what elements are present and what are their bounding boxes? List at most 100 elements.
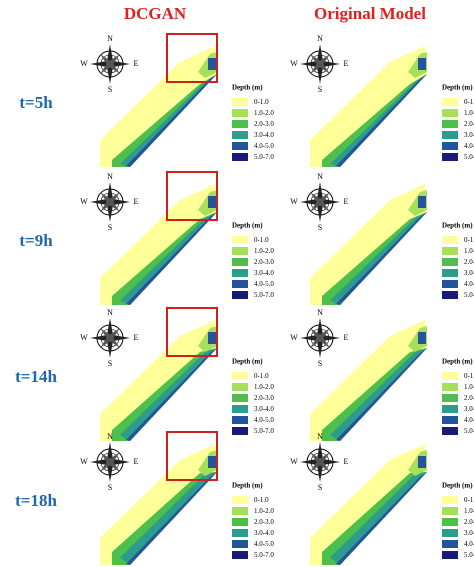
legend-swatch — [442, 427, 458, 435]
legend-label: 5.0-7.0 — [464, 551, 474, 559]
compass-label: N — [107, 308, 113, 317]
map-land — [100, 320, 217, 441]
legend-swatch — [442, 518, 458, 526]
legend-swatch — [442, 405, 458, 413]
compass-label: E — [344, 59, 349, 68]
legend-title: Depth (m) — [442, 358, 473, 366]
legend-label: 2.0-3.0 — [464, 394, 474, 402]
legend-swatch — [232, 540, 248, 548]
legend-label: 0-1.0 — [254, 98, 269, 106]
legend-label: 4.0-5.0 — [464, 416, 474, 424]
compass-label: N — [317, 432, 323, 441]
compass-label: N — [317, 308, 323, 317]
compass-label: E — [134, 197, 139, 206]
legend-swatch — [442, 496, 458, 504]
compass-star — [310, 192, 330, 212]
column-header: Original Model — [314, 4, 426, 23]
compass-label: E — [134, 59, 139, 68]
legend-label: 2.0-3.0 — [254, 518, 274, 526]
map-deep — [126, 74, 217, 167]
legend-label: 0-1.0 — [464, 236, 474, 244]
legend-label: 4.0-5.0 — [254, 416, 274, 424]
legend-swatch — [232, 142, 248, 150]
map-deep — [126, 472, 217, 565]
legend-swatch — [442, 280, 458, 288]
column-header: DCGAN — [124, 4, 187, 23]
legend-label: 4.0-5.0 — [464, 142, 474, 150]
legend-label: 3.0-4.0 — [464, 405, 474, 413]
compass-label: N — [317, 172, 323, 181]
legend-swatch — [232, 507, 248, 515]
legend-label: 4.0-5.0 — [254, 142, 274, 150]
legend-swatch — [442, 120, 458, 128]
legend-label: 2.0-3.0 — [254, 394, 274, 402]
legend-label: 5.0-7.0 — [254, 551, 274, 559]
map-harbor-deep — [208, 456, 216, 468]
compass-star — [100, 328, 120, 348]
legend-label: 5.0-7.0 — [254, 427, 274, 435]
map-harbor-deep — [418, 332, 426, 344]
legend-label: 1.0-2.0 — [254, 109, 274, 117]
compass-label: W — [290, 333, 298, 342]
row-label: t=14h — [15, 367, 57, 386]
highlight-box — [166, 431, 218, 481]
compass-label: S — [318, 359, 322, 368]
map-harbor-deep — [418, 456, 426, 468]
legend-swatch — [232, 416, 248, 424]
legend-swatch — [442, 372, 458, 380]
legend-swatch — [232, 405, 248, 413]
legend-title: Depth (m) — [442, 482, 473, 490]
legend-label: 1.0-2.0 — [254, 247, 274, 255]
compass-label: N — [107, 432, 113, 441]
compass-label: S — [108, 223, 112, 232]
compass-label: S — [108, 359, 112, 368]
map-harbor-deep — [208, 196, 216, 208]
legend-label: 4.0-5.0 — [464, 280, 474, 288]
compass-label: E — [134, 457, 139, 466]
legend-label: 3.0-4.0 — [254, 405, 274, 413]
compass-label: E — [134, 333, 139, 342]
compass-star — [310, 54, 330, 74]
compass-label: N — [107, 172, 113, 181]
compass-label: S — [318, 483, 322, 492]
legend-swatch — [232, 131, 248, 139]
legend-swatch — [442, 269, 458, 277]
legend-title: Depth (m) — [232, 482, 263, 490]
legend-swatch — [442, 507, 458, 515]
legend-swatch — [232, 280, 248, 288]
legend-swatch — [232, 258, 248, 266]
legend-title: Depth (m) — [442, 222, 473, 230]
legend-swatch — [442, 540, 458, 548]
legend-title: Depth (m) — [442, 84, 473, 92]
map-harbor-deep — [418, 58, 426, 70]
legend-title: Depth (m) — [232, 358, 263, 366]
highlight-box — [166, 307, 218, 357]
legend-label: 3.0-4.0 — [464, 529, 474, 537]
legend-swatch — [232, 427, 248, 435]
map-deep — [336, 212, 427, 305]
legend-label: 2.0-3.0 — [464, 518, 474, 526]
legend-swatch — [442, 109, 458, 117]
map-land — [310, 320, 427, 441]
legend-label: 4.0-5.0 — [464, 540, 474, 548]
legend-swatch — [232, 518, 248, 526]
legend-swatch — [232, 551, 248, 559]
highlight-box — [166, 33, 218, 83]
row-label: t=9h — [19, 231, 53, 250]
legend-label: 4.0-5.0 — [254, 540, 274, 548]
map-land — [310, 184, 427, 305]
row-label: t=18h — [15, 491, 57, 510]
legend-label: 2.0-3.0 — [254, 120, 274, 128]
legend-swatch — [442, 247, 458, 255]
legend-swatch — [442, 416, 458, 424]
legend-swatch — [442, 394, 458, 402]
legend-swatch — [232, 383, 248, 391]
compass-label: W — [80, 333, 88, 342]
map-harbor-deep — [418, 196, 426, 208]
legend-swatch — [232, 98, 248, 106]
legend-label: 2.0-3.0 — [254, 258, 274, 266]
legend-label: 1.0-2.0 — [464, 247, 474, 255]
legend-label: 3.0-4.0 — [254, 131, 274, 139]
legend-label: 0-1.0 — [254, 236, 269, 244]
compass-star — [100, 54, 120, 74]
